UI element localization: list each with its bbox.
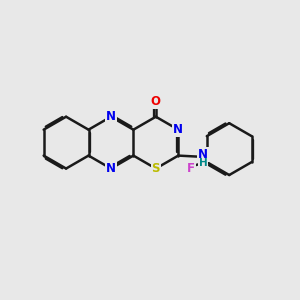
- Text: N: N: [106, 110, 116, 123]
- Text: S: S: [152, 162, 160, 175]
- Text: N: N: [106, 162, 116, 175]
- Text: N: N: [198, 148, 208, 161]
- Text: H: H: [199, 158, 207, 168]
- Text: O: O: [151, 95, 161, 108]
- Text: F: F: [187, 162, 195, 175]
- Text: N: N: [173, 123, 183, 136]
